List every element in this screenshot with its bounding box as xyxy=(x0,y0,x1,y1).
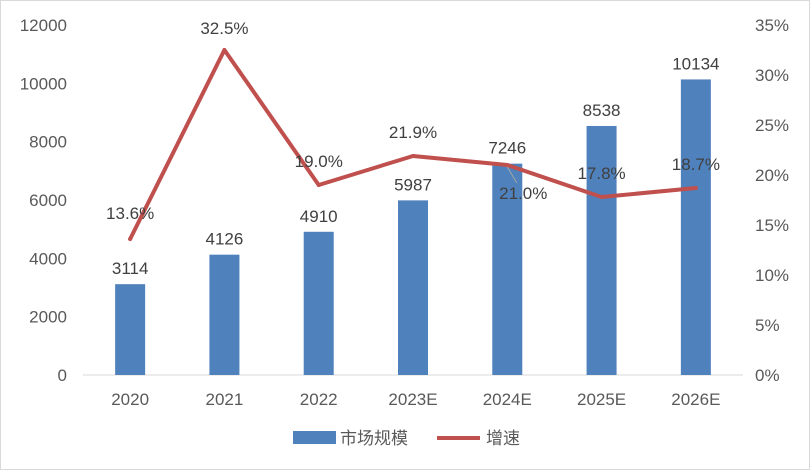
line-data-label: 21.0% xyxy=(499,184,547,203)
x-tick-label: 2024E xyxy=(483,390,532,409)
left-y-tick-label: 10000 xyxy=(20,74,67,93)
bar xyxy=(492,163,523,375)
line-point xyxy=(693,186,698,190)
legend: 市场规模 增速 xyxy=(293,429,520,448)
legend-label-bar: 市场规模 xyxy=(340,429,408,448)
bar-series xyxy=(115,79,711,376)
left-y-tick-label: 0 xyxy=(58,366,67,385)
x-tick-label: 2023E xyxy=(388,390,437,409)
left-y-tick-label: 8000 xyxy=(29,133,67,152)
left-y-tick-label: 12000 xyxy=(20,16,67,35)
bar xyxy=(586,125,617,375)
bar-data-label: 4910 xyxy=(300,207,338,226)
line-data-label: 17.8% xyxy=(577,164,625,183)
line-point xyxy=(128,237,133,241)
x-tick-label: 2025E xyxy=(577,390,626,409)
line-data-label: 21.9% xyxy=(389,123,437,142)
right-y-tick-label: 20% xyxy=(755,166,789,185)
bar xyxy=(398,200,428,375)
bar-data-label: 3114 xyxy=(112,259,149,278)
right-y-tick-label: 10% xyxy=(755,266,789,285)
left-y-tick-label: 2000 xyxy=(29,308,67,327)
right-y-tick-label: 15% xyxy=(755,216,789,235)
bar xyxy=(303,231,334,375)
right-y-tick-label: 0% xyxy=(755,366,780,385)
line-point xyxy=(411,154,415,158)
bar-data-labels: 3114 4126 4910 5987 7246 8538 10134 xyxy=(112,54,720,278)
left-y-tick-label: 4000 xyxy=(29,249,67,268)
right-y-tick-label: 30% xyxy=(755,66,789,85)
line-series xyxy=(128,48,698,241)
line-data-labels: 13.6% 32.5% 19.0% 21.9% 21.0% 17.8% 18.7% xyxy=(106,19,720,223)
x-tick-label: 2020 xyxy=(111,390,149,409)
line-point xyxy=(222,48,227,52)
line-data-label: 18.7% xyxy=(672,155,720,174)
leader-line xyxy=(506,166,518,184)
bar-data-label: 7246 xyxy=(488,139,526,158)
left-y-axis: 0 2000 4000 6000 8000 10000 12000 xyxy=(20,16,67,385)
bar-data-label: 8538 xyxy=(583,101,621,120)
x-tick-label: 2021 xyxy=(206,390,244,409)
bar-data-label: 10134 xyxy=(672,54,719,73)
bar xyxy=(209,254,240,375)
line-data-label: 13.6% xyxy=(106,204,154,223)
right-y-tick-label: 35% xyxy=(755,16,789,35)
x-tick-label: 2026E xyxy=(671,390,720,409)
x-axis: 2020 2021 2022 2023E 2024E 2025E 2026E xyxy=(111,390,720,409)
left-y-tick-label: 6000 xyxy=(29,191,67,210)
legend-swatch-bar xyxy=(293,431,336,444)
x-tick-label: 2022 xyxy=(300,390,338,409)
line-data-label: 32.5% xyxy=(200,19,248,38)
line-point xyxy=(505,163,510,167)
line-point xyxy=(599,195,604,199)
right-y-tick-label: 5% xyxy=(755,316,780,335)
bar-data-label: 4126 xyxy=(206,230,244,249)
line-data-label: 19.0% xyxy=(295,152,343,171)
right-y-axis: 0% 5% 10% 15% 20% 25% 30% 35% xyxy=(755,16,789,385)
legend-label-line: 增速 xyxy=(486,429,520,448)
bar xyxy=(115,284,146,375)
line-point xyxy=(316,183,321,187)
bar-data-label: 5987 xyxy=(394,175,432,194)
right-y-tick-label: 25% xyxy=(755,116,789,135)
bar xyxy=(680,79,711,376)
